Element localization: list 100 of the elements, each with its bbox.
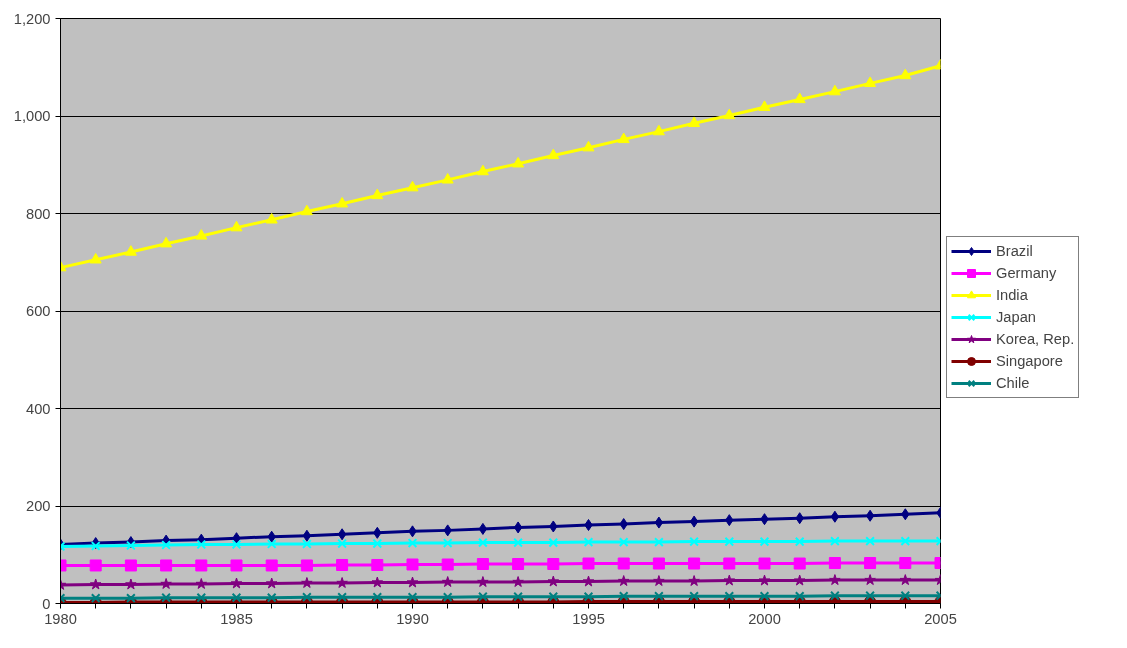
point	[89, 578, 102, 590]
point	[899, 557, 912, 570]
point	[865, 590, 875, 601]
point	[758, 100, 771, 111]
y-tick-label: 600	[26, 303, 51, 319]
point	[794, 536, 805, 547]
point	[513, 591, 523, 602]
y-tick-label: 0	[42, 595, 51, 612]
point	[161, 592, 171, 603]
y-tick-label: 400	[26, 400, 51, 417]
x-tick-label: 1980	[44, 610, 77, 627]
point	[231, 539, 242, 550]
legend-label: Germany	[996, 265, 1057, 281]
point	[406, 180, 419, 192]
point	[830, 536, 840, 546]
point	[828, 84, 841, 96]
point	[195, 578, 208, 589]
point	[124, 559, 137, 572]
point	[300, 559, 313, 572]
point	[371, 576, 384, 588]
point	[160, 559, 173, 572]
point	[89, 559, 102, 572]
point	[582, 140, 595, 152]
point	[300, 204, 313, 216]
point	[512, 558, 525, 571]
point	[265, 559, 278, 572]
point	[266, 539, 277, 549]
point	[865, 536, 875, 546]
point	[441, 558, 454, 571]
point	[865, 509, 875, 522]
legend-label: Singapore	[996, 353, 1063, 369]
point	[654, 537, 664, 547]
point	[195, 229, 208, 240]
point	[231, 592, 242, 603]
point	[161, 540, 171, 550]
point	[478, 591, 488, 602]
legend-label: Chile	[996, 375, 1030, 391]
point	[125, 578, 137, 590]
point	[478, 522, 488, 535]
point	[301, 577, 313, 588]
point	[441, 173, 454, 184]
point	[126, 540, 136, 551]
point	[689, 536, 699, 547]
point	[548, 591, 559, 602]
legend-label: Brazil	[996, 243, 1033, 259]
point	[548, 537, 559, 548]
point	[547, 558, 560, 571]
point	[476, 164, 489, 176]
point	[583, 591, 594, 602]
point	[478, 537, 488, 548]
point	[266, 592, 277, 603]
point	[899, 574, 912, 586]
point	[265, 212, 278, 224]
legend-label: Korea, Rep.	[996, 331, 1075, 347]
point	[582, 557, 595, 570]
point	[830, 590, 840, 601]
point	[723, 108, 736, 120]
point	[793, 557, 806, 570]
point	[407, 592, 418, 603]
point	[302, 539, 312, 549]
point	[652, 557, 665, 570]
point	[583, 537, 594, 547]
point	[337, 538, 347, 549]
point	[794, 591, 805, 602]
point	[371, 188, 384, 200]
point	[196, 592, 207, 603]
point	[302, 592, 312, 603]
point	[653, 575, 665, 587]
point	[512, 576, 524, 587]
point	[829, 574, 841, 586]
legend-label: India	[996, 287, 1028, 303]
point	[864, 574, 876, 586]
point	[371, 558, 384, 571]
point	[617, 132, 630, 144]
point	[230, 220, 243, 232]
point	[406, 558, 419, 571]
point	[688, 575, 700, 587]
point	[689, 591, 699, 602]
point	[406, 576, 419, 588]
point	[336, 196, 349, 208]
x-tick-label: 2000	[748, 610, 781, 627]
x-tick-label: 1990	[396, 610, 429, 627]
point	[195, 559, 208, 572]
y-tick-label: 800	[26, 205, 51, 222]
point	[688, 116, 701, 127]
point	[652, 124, 665, 136]
point	[336, 577, 348, 588]
point	[758, 574, 771, 586]
y-tick-label: 1,000	[13, 108, 51, 124]
point	[688, 557, 701, 570]
point	[899, 68, 912, 80]
point	[793, 92, 806, 104]
point	[230, 559, 243, 572]
x-tick-label: 1995	[572, 610, 605, 627]
point	[372, 538, 383, 549]
point	[617, 575, 630, 587]
point	[618, 591, 629, 602]
point	[864, 557, 877, 570]
point	[407, 538, 418, 548]
legend-label: Japan	[996, 309, 1036, 325]
